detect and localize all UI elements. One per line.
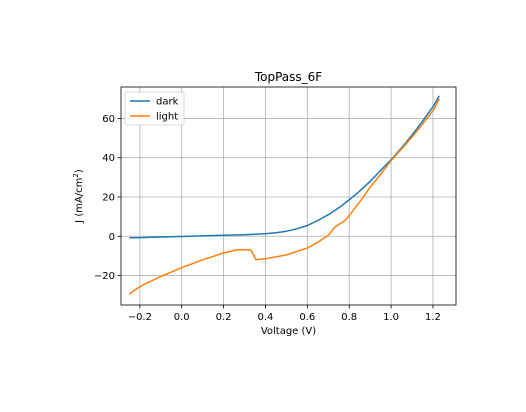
- y-tick-label: 60: [102, 114, 115, 125]
- x-tick-label: 1.0: [383, 312, 399, 323]
- x-axis-ticks: −0.2 0.0 0.2 0.4 0.6 0.8 1.0 1.2: [128, 305, 441, 323]
- grid: [121, 87, 456, 305]
- y-tick-label: 40: [102, 153, 115, 164]
- x-axis-label: Voltage (V): [261, 326, 316, 337]
- series-layer: [128, 95, 440, 295]
- y-axis-label-close: ): [74, 169, 85, 173]
- x-tick-label: −0.2: [128, 312, 152, 323]
- y-tick-label: −20: [94, 271, 115, 282]
- y-axis-label-superscript: 2: [72, 173, 80, 177]
- x-tick-label: 0.6: [299, 312, 315, 323]
- x-tick-label: 0.4: [258, 312, 274, 323]
- y-axis-label: J (mA/cm2): [72, 169, 85, 224]
- plot-area-frame: [120, 86, 457, 306]
- chart-title: TopPass_6F: [254, 70, 322, 84]
- legend-label-dark: dark: [156, 97, 179, 108]
- series-line-light: [128, 98, 440, 295]
- x-tick-label: 0.2: [216, 312, 232, 323]
- y-axis-label-main: J (mA/cm: [74, 178, 85, 224]
- legend-label-light: light: [156, 112, 178, 123]
- x-tick-label: 0.8: [341, 312, 357, 323]
- legend: dark light: [124, 91, 185, 126]
- x-tick-label: 1.2: [425, 312, 441, 323]
- y-tick-label: 20: [102, 192, 115, 203]
- y-axis-ticks: −20 0 20 40 60: [94, 114, 121, 282]
- x-tick-label: 0.0: [174, 312, 190, 323]
- y-tick-label: 0: [109, 232, 115, 243]
